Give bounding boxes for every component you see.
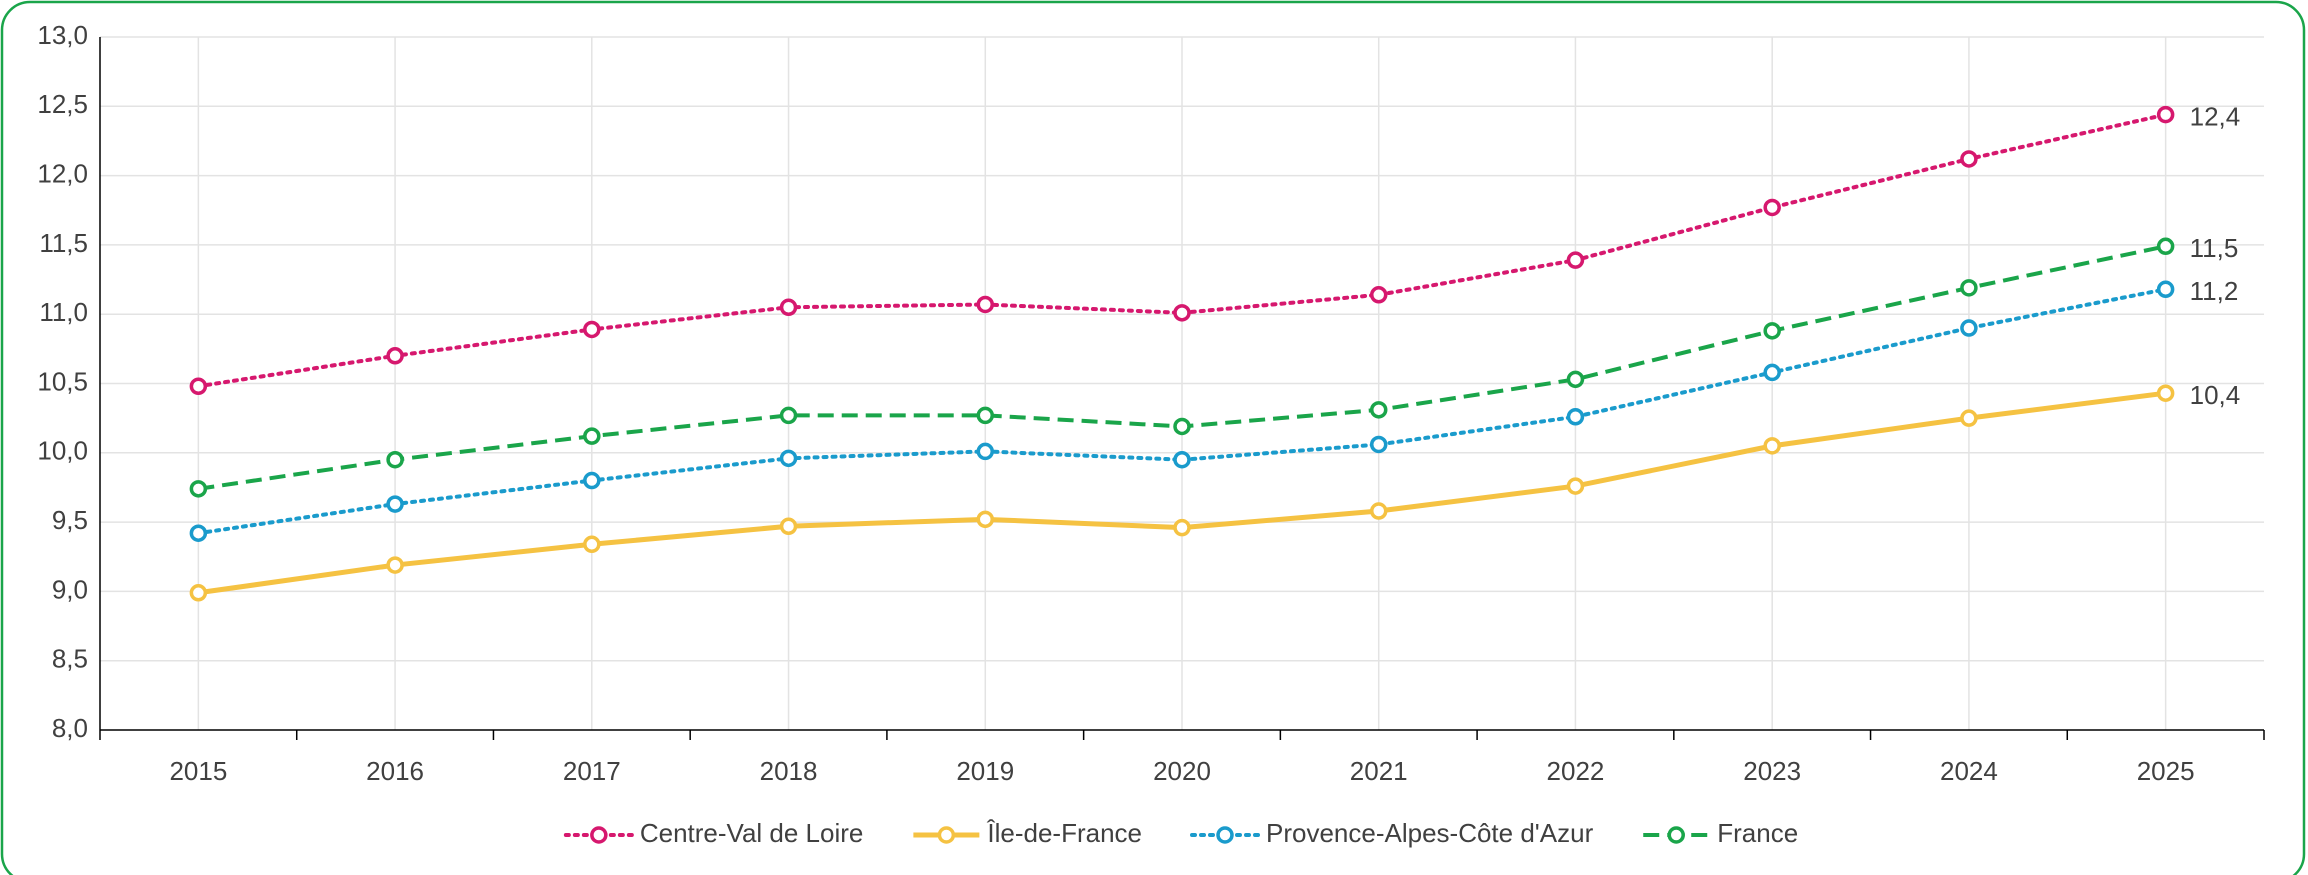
data-point (1566, 251, 1585, 269)
x-tick-label: 2016 (366, 756, 424, 786)
data-point (583, 427, 601, 445)
y-tick-label: 12,0 (37, 158, 88, 188)
legend-label: Centre-Val de Loire (640, 818, 864, 848)
data-point (2156, 105, 2175, 124)
legend-marker (1216, 826, 1234, 844)
data-point (386, 495, 404, 513)
data-point (1960, 279, 1978, 297)
value-label: 10,4 (2190, 380, 2241, 410)
data-point (189, 377, 208, 396)
data-point (386, 450, 404, 469)
data-point (386, 347, 404, 365)
legend-marker (937, 826, 956, 844)
data-point (1763, 322, 1781, 340)
x-tick-label: 2023 (1743, 756, 1801, 786)
y-tick-label: 10,0 (37, 436, 88, 466)
data-point (1173, 417, 1191, 436)
data-point (2156, 280, 2175, 299)
data-point (1369, 502, 1388, 520)
data-point (1763, 437, 1781, 455)
data-point (779, 406, 798, 425)
data-point (1960, 409, 1978, 427)
data-point (1369, 286, 1388, 304)
data-point (1566, 408, 1585, 426)
data-point (1566, 370, 1585, 389)
x-tick-label: 2020 (1153, 756, 1211, 786)
y-tick-label: 12,5 (37, 89, 88, 119)
x-tick-label: 2024 (1940, 756, 1998, 786)
data-point (976, 510, 995, 529)
x-tick-label: 2015 (169, 756, 227, 786)
data-point (1173, 518, 1191, 537)
data-point (976, 442, 995, 461)
data-point (583, 471, 601, 490)
data-point (1960, 319, 1978, 337)
legend: Centre-Val de Loire Île-de-France Provence… (563, 818, 1798, 848)
legend-label: Île-de-France (986, 818, 1142, 848)
y-tick-label: 8,5 (52, 644, 88, 674)
y-tick-label: 8,0 (52, 713, 88, 743)
data-point (1763, 198, 1781, 217)
data-point (1566, 477, 1585, 495)
legend-label: France (1717, 818, 1798, 848)
data-point (1960, 150, 1978, 168)
data-point (189, 524, 208, 542)
data-point (1369, 401, 1388, 419)
data-point (189, 480, 208, 498)
data-point (976, 295, 995, 314)
value-label: 11,5 (2190, 233, 2239, 263)
data-point (583, 535, 601, 554)
data-point (189, 584, 208, 602)
x-tick-label: 2021 (1350, 756, 1408, 786)
data-point (2156, 237, 2175, 256)
data-point (779, 298, 798, 317)
y-tick-label: 11,5 (39, 228, 88, 258)
data-point (976, 406, 995, 425)
data-point (583, 320, 601, 339)
y-tick-label: 10,5 (37, 366, 88, 396)
legend-label: Provence-Alpes-Côte d'Azur (1266, 818, 1594, 848)
x-tick-label: 2019 (956, 756, 1014, 786)
data-point (386, 556, 404, 574)
legend-marker (1667, 826, 1685, 844)
data-point (1369, 435, 1388, 454)
data-point (1173, 450, 1191, 469)
value-label: 12,4 (2190, 101, 2241, 131)
x-tick-label: 2022 (1547, 756, 1605, 786)
data-point (2156, 384, 2175, 402)
value-label: 11,2 (2190, 276, 2239, 306)
x-tick-label: 2018 (760, 756, 818, 786)
legend-marker (590, 826, 608, 844)
y-tick-label: 9,0 (52, 574, 88, 604)
data-point (1763, 363, 1781, 382)
y-tick-label: 11,0 (39, 297, 88, 327)
x-tick-label: 2025 (2137, 756, 2195, 786)
y-tick-label: 13,0 (37, 20, 88, 50)
data-point (779, 517, 798, 536)
x-tick-label: 2017 (563, 756, 621, 786)
y-tick-label: 9,5 (52, 505, 88, 535)
data-point (779, 449, 798, 468)
data-point (1173, 304, 1191, 322)
